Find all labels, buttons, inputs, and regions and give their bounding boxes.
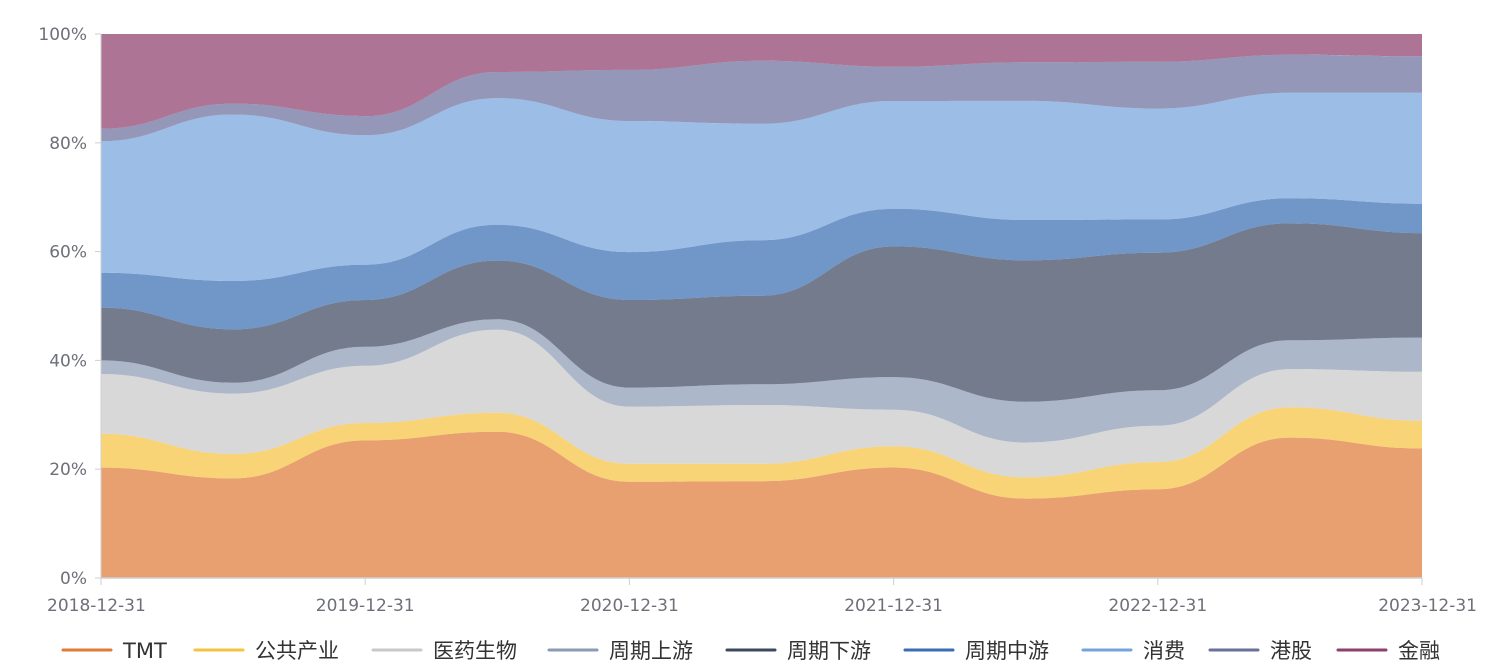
area-layers	[101, 34, 1422, 578]
y-tick-label: 20%	[49, 460, 87, 480]
legend-label: 公共产业	[255, 639, 339, 663]
legend-label: 周期上游	[609, 639, 693, 663]
area-series-6	[101, 198, 1422, 330]
x-tick-label: 2023-12-31	[1378, 596, 1477, 616]
area-series-7	[101, 92, 1422, 281]
legend-item[interactable]: 金融	[1336, 639, 1440, 663]
legend-item[interactable]: TMT	[61, 639, 167, 663]
area-series-4	[101, 319, 1422, 443]
y-tick-label: 60%	[49, 243, 87, 263]
area-series-5	[101, 223, 1422, 402]
x-tick-label: 2022-12-31	[1108, 596, 1207, 616]
legend-label: 周期中游	[965, 639, 1049, 663]
legend-label: 周期下游	[787, 639, 871, 663]
area-series-3	[101, 329, 1422, 478]
legend-label: 医药生物	[433, 639, 517, 663]
y-tick-label: 0%	[60, 569, 87, 589]
legend-item[interactable]: 周期上游	[547, 639, 693, 663]
area-series-8	[101, 54, 1422, 142]
legend-label: TMT	[122, 639, 167, 663]
legend-label: 港股	[1270, 639, 1312, 663]
y-tick-label: 80%	[49, 134, 87, 154]
x-tick-label: 2020-12-31	[580, 596, 679, 616]
legend-item[interactable]: 港股	[1208, 639, 1312, 663]
y-tick-label: 40%	[49, 351, 87, 371]
area-series-1	[101, 431, 1422, 578]
axes: 0% 20% 40% 60% 80% 100% 2018-12-31 2019-12-31 20…	[38, 25, 1477, 616]
legend-item[interactable]: 医药生物	[371, 639, 517, 663]
legend-item[interactable]: 周期下游	[725, 639, 871, 663]
x-tick-label: 2018-12-31	[47, 596, 146, 616]
legend-item[interactable]: 公共产业	[193, 639, 339, 663]
legend-item[interactable]: 周期中游	[903, 639, 1049, 663]
legend: TMT 公共产业 医药生物 周期上游 周期下游 周期中游 消费 港股 金融	[61, 639, 1440, 663]
x-tick-label: 2021-12-31	[844, 596, 943, 616]
area-series-2	[101, 407, 1422, 499]
area-series-9	[101, 34, 1422, 129]
x-tick-label: 2019-12-31	[316, 596, 415, 616]
legend-label: 金融	[1398, 639, 1440, 663]
legend-label: 消费	[1143, 639, 1185, 663]
y-tick-label: 100%	[38, 25, 87, 45]
legend-item[interactable]: 消费	[1081, 639, 1185, 663]
